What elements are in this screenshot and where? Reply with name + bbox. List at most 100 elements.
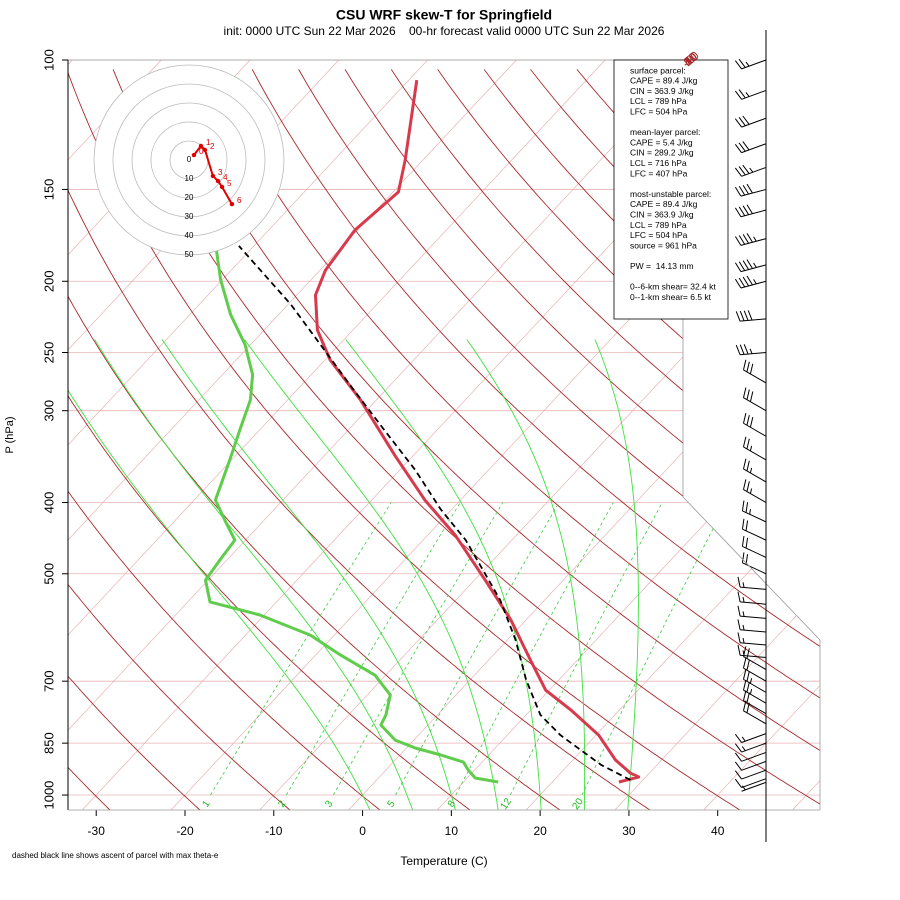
barb-staff xyxy=(741,778,767,789)
barb-full xyxy=(742,205,750,215)
barb-full xyxy=(745,537,749,549)
barb-staff xyxy=(741,117,767,128)
barb-full xyxy=(734,118,742,128)
hodograph-ring-label: 30 xyxy=(185,212,194,221)
barb-full xyxy=(746,233,753,243)
barb-full xyxy=(738,166,746,176)
stats-line: LCL = 789 hPa xyxy=(630,220,687,230)
barb-staff xyxy=(740,280,767,289)
stats-line: LFC = 407 hPa xyxy=(630,168,688,178)
y-tick-label: 250 xyxy=(41,342,56,364)
hodograph-label: 4 xyxy=(223,173,228,182)
barb-full xyxy=(746,259,753,269)
dry-adiabat xyxy=(159,69,820,810)
barb-full xyxy=(734,262,742,272)
barb-half xyxy=(742,637,745,644)
barb-staff xyxy=(741,143,767,154)
chart-subtitle: init: 0000 UTC Sun 22 Mar 2026 00-hr for… xyxy=(224,24,665,38)
hodograph-ring-label: 0 xyxy=(187,155,192,164)
wind-barb xyxy=(742,700,767,725)
barb-full xyxy=(742,479,747,490)
wind-barb xyxy=(742,657,767,682)
barb-full xyxy=(734,743,742,753)
barb-half xyxy=(742,582,745,588)
barb-staff xyxy=(743,710,767,725)
barb-staff xyxy=(740,209,767,218)
dry-adiabat xyxy=(298,69,820,810)
wind-barb xyxy=(742,669,767,693)
barb-half xyxy=(749,167,754,173)
stats-line: CIN = 363.9 J/kg xyxy=(630,209,694,219)
dry-adiabat xyxy=(205,69,820,810)
barb-full xyxy=(742,657,747,669)
y-tick-label: 500 xyxy=(41,563,56,585)
moist-adiabat xyxy=(161,339,456,810)
wind-barb xyxy=(734,259,767,273)
barb-half xyxy=(749,348,753,354)
mixing-ratio-line xyxy=(333,502,504,796)
x-tick-label: -20 xyxy=(176,824,194,838)
barb-staff xyxy=(740,238,767,246)
barb-staff xyxy=(742,545,767,558)
barb-full xyxy=(738,142,746,152)
hodograph-label: 6 xyxy=(237,196,242,205)
hodograph-ring xyxy=(112,83,266,237)
hodograph-point xyxy=(191,152,197,158)
wind-barb xyxy=(734,742,767,753)
wind-barb xyxy=(734,58,767,70)
barb-full xyxy=(734,278,742,289)
mixing-ratio-line xyxy=(395,502,560,796)
mixing-ratio-label: 8 xyxy=(446,798,458,809)
wind-barb xyxy=(734,164,767,177)
barb-full xyxy=(734,143,742,153)
x-tick-label: 10 xyxy=(445,824,459,838)
wind-barb xyxy=(737,619,767,633)
moist-adiabat xyxy=(94,339,414,810)
mixing-ratio-label: 1 xyxy=(200,798,212,809)
y-tick-label: 150 xyxy=(41,179,56,201)
barb-staff xyxy=(743,656,767,670)
mixing-ratio-line xyxy=(285,502,461,796)
stats-line: CAPE = 89.4 J/kg xyxy=(630,76,698,86)
wind-barb xyxy=(737,605,767,619)
barb-full xyxy=(737,605,741,617)
barb-half xyxy=(749,509,751,515)
barb-full xyxy=(746,671,750,682)
barb-staff xyxy=(741,166,767,177)
barb-staff xyxy=(742,562,767,575)
stats-line: 0--6-km shear= 32.4 kt xyxy=(630,282,716,292)
barb-full xyxy=(742,141,750,151)
barb-staff xyxy=(743,369,767,384)
barb-full xyxy=(745,520,749,531)
moist-adiabat xyxy=(466,339,586,810)
stats-line: CAPE = 5.4 J/kg xyxy=(630,137,693,147)
barb-staff xyxy=(741,751,767,762)
hodograph-point xyxy=(198,143,204,149)
barb-staff xyxy=(741,769,767,780)
hodograph-ring-label: 50 xyxy=(185,250,194,259)
barb-full xyxy=(746,438,750,450)
dry-adiabat xyxy=(68,69,291,810)
y-tick-label: 200 xyxy=(41,270,56,292)
isotherm xyxy=(68,60,428,810)
barb-staff xyxy=(743,689,767,704)
wind-barb xyxy=(742,646,767,670)
y-axis-label: P (hPa) xyxy=(4,416,16,453)
barb-full xyxy=(742,115,750,125)
mixing-ratio-line xyxy=(509,502,663,796)
barb-full xyxy=(735,311,741,322)
barb-staff xyxy=(740,629,767,633)
barb-full xyxy=(742,412,747,424)
barb-full xyxy=(734,752,742,762)
isotherm xyxy=(259,60,820,810)
wind-barb xyxy=(734,141,767,154)
barb-staff xyxy=(740,654,767,659)
wind-barb xyxy=(737,632,767,646)
barb-full xyxy=(746,659,750,671)
hodograph-background xyxy=(94,65,284,255)
wind-barb xyxy=(742,387,767,412)
stats-line: CIN = 363.9 J/kg xyxy=(630,86,694,96)
barb-staff xyxy=(743,489,767,503)
